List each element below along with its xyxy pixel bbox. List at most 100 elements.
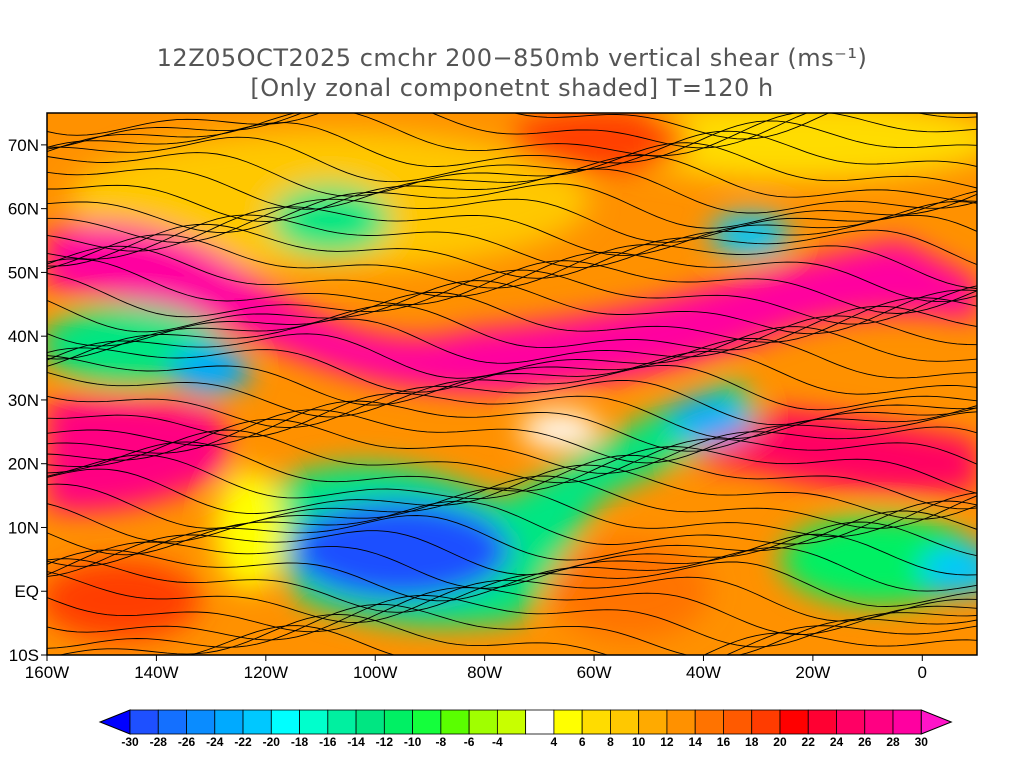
colorbar-box [496,709,527,735]
colorbar-label: -20 [263,735,281,749]
streamline [47,304,977,360]
streamline [47,350,977,406]
colorbar-label: 20 [773,735,787,749]
streamline [47,223,977,279]
colorbar-box [836,709,866,735]
colorbar-box [610,709,640,735]
streamlines [47,113,977,655]
streamline [47,245,977,303]
shaded-field [47,113,977,655]
colorbar-box [751,709,781,735]
colorbar-box [412,709,442,735]
streamline [47,154,977,210]
streamline [47,113,830,140]
streamline [47,326,977,379]
streamline [47,429,977,484]
colorbar-label: -24 [206,735,224,749]
colorbar-label: 26 [858,735,872,749]
colorbar-box [327,709,357,735]
colorbar-box [157,709,187,735]
lat-label: 60N [8,200,39,219]
streamline [47,337,977,393]
colorbar-box [807,709,837,735]
colorbar-box [864,709,894,735]
colorbar-box [299,709,329,735]
streamline [58,613,977,655]
streamline [47,280,977,335]
streamline [47,418,977,474]
colorbar-label: 8 [607,735,614,749]
colorbar-label: 12 [660,735,674,749]
lon-label: 20W [795,663,830,682]
colorbar-label: 10 [632,735,646,749]
streamline [47,183,977,233]
colorbar-label: -14 [347,735,365,749]
streamline [47,464,977,520]
colorbar-label: -22 [234,735,252,749]
colorbar-box [779,709,809,735]
colorbar-box [694,709,724,735]
streamline [47,475,977,529]
streamline [188,625,977,655]
colorbar-box [666,709,696,735]
lat-label: 50N [8,263,39,282]
streamline [47,409,977,464]
lon-label: 160W [25,663,69,682]
streamline [47,595,977,648]
colorbar-label: -28 [150,735,168,749]
streamline [47,258,977,314]
colorbar-label: -30 [121,735,139,749]
streamline [47,547,977,602]
streamline [47,130,977,183]
lat-label: 20N [8,455,39,474]
colorbar-box [638,709,668,735]
colorbar-label: -26 [178,735,196,749]
lon-label: 100W [353,663,397,682]
lon-label: 40W [686,663,721,682]
colorbar-label: -12 [376,735,394,749]
streamline [47,487,977,543]
colorbar-label: 16 [717,735,731,749]
streamline [47,454,977,510]
colorbar-label: -8 [436,735,447,749]
lat-label: 40N [8,327,39,346]
streamline [47,500,977,556]
colorbar-box [723,709,753,735]
lat-label: 10S [9,646,39,665]
colorbar-box [242,709,272,735]
colorbar-label: -4 [492,735,503,749]
colorbar-label: 6 [579,735,586,749]
streamline [47,364,977,418]
chart-title: 12Z05OCT2025 cmchr 200−850mb vertical sh… [156,44,868,72]
colorbar-label: 24 [830,735,844,749]
streamline [47,587,977,635]
colorbar-box [186,709,216,735]
streamline [47,120,977,167]
colorbar-box [553,709,583,735]
colorbar-box [468,709,498,735]
colorbar-label: -18 [291,735,309,749]
lon-label: 120W [244,663,288,682]
streamline [47,201,977,256]
lat-label: 10N [8,518,39,537]
lon-label: 140W [134,663,178,682]
streamline [47,315,977,367]
colorbar-box [892,709,922,735]
streamline [47,603,977,655]
streamline [47,142,977,197]
colorbar-label: -10 [404,735,422,749]
chart-subtitle: [Only zonal componetnt shaded] T=120 h [250,74,774,102]
streamline [47,400,977,452]
colorbar-box [581,709,611,735]
streamline [47,571,977,623]
streamline [47,113,977,157]
colorbar: -30 -28 -26 -24 -22 -20 -18 -16 -14 -12 -10 -8 -6 -4 4… [98,709,953,749]
streamline [47,392,977,439]
streamline [47,113,977,150]
colorbar-box [270,709,300,735]
lat-label: EQ [14,582,39,601]
streamline [47,533,977,589]
plot-frame [46,112,978,656]
colorbar-label: -16 [319,735,337,749]
